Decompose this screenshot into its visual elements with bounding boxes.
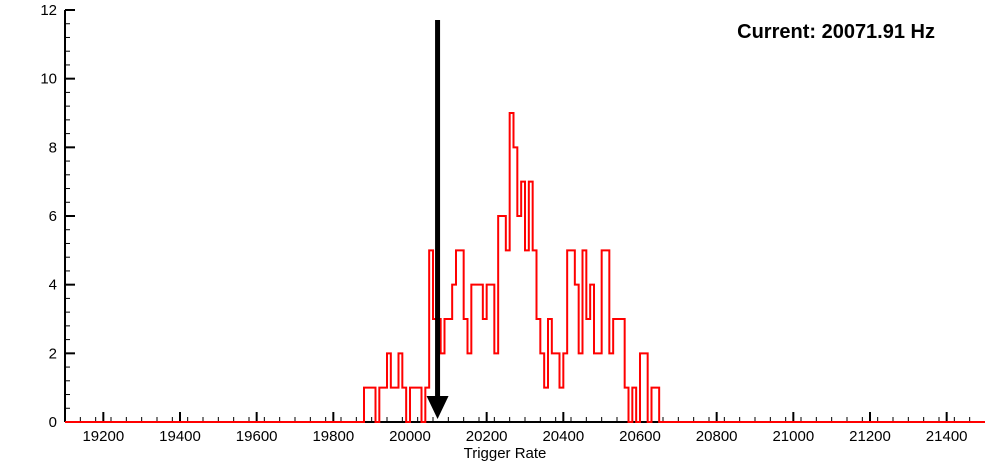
current-rate-label: Current: 20071.91 Hz bbox=[737, 21, 935, 43]
axes: 19200 19400 19600 19800 20000 20200 20400 20600… bbox=[40, 2, 985, 445]
x-tick-label: 20400 bbox=[542, 428, 584, 445]
x-tick-label: 19600 bbox=[236, 428, 278, 445]
x-axis-title: Trigger Rate bbox=[464, 445, 547, 462]
arrow-head bbox=[426, 396, 449, 419]
y-tick-label: 6 bbox=[49, 208, 57, 225]
x-tick-label: 21200 bbox=[849, 428, 891, 445]
y-tick-label: 12 bbox=[40, 2, 57, 19]
x-tick-label: 19400 bbox=[159, 428, 201, 445]
current-rate-arrow bbox=[426, 20, 449, 419]
x-tick-label: 20600 bbox=[619, 428, 661, 445]
x-tick-label: 20000 bbox=[389, 428, 431, 445]
x-tick-label: 19200 bbox=[82, 428, 124, 445]
x-tick-label: 20200 bbox=[466, 428, 508, 445]
y-tick-label: 10 bbox=[40, 71, 57, 88]
histogram-path bbox=[65, 112, 985, 423]
y-tick-label: 0 bbox=[49, 414, 57, 431]
x-tick-label: 19800 bbox=[312, 428, 354, 445]
y-tick-label: 4 bbox=[49, 277, 57, 294]
histogram-series bbox=[65, 112, 985, 423]
y-tick-label: 8 bbox=[49, 139, 57, 156]
y-tick-label: 2 bbox=[49, 345, 57, 362]
x-tick-label: 20800 bbox=[696, 428, 738, 445]
x-tick-label: 21000 bbox=[772, 428, 814, 445]
x-tick-label: 21400 bbox=[926, 428, 968, 445]
